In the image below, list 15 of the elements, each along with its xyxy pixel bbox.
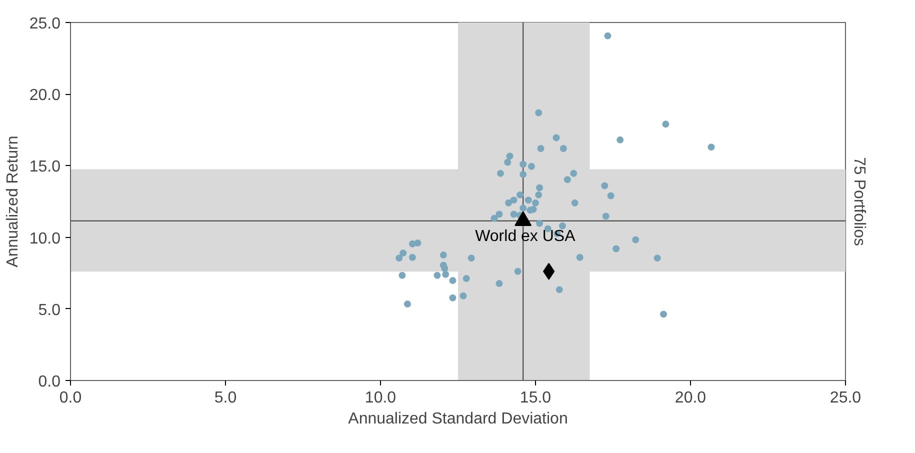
x-tick-label: 20.0 bbox=[674, 390, 706, 406]
x-tick-label: 15.0 bbox=[520, 390, 552, 406]
x-tick-label: 0.0 bbox=[59, 390, 82, 406]
y-tick-label: 5.0 bbox=[38, 302, 61, 319]
x-axis-title: Annualized Standard Deviation bbox=[348, 410, 568, 428]
y-tick-label: 10.0 bbox=[29, 230, 61, 248]
y-tick-label: 20.0 bbox=[29, 87, 61, 104]
x-tick-label: 25.0 bbox=[830, 390, 862, 406]
y-tick-label: 0.0 bbox=[38, 374, 61, 390]
y-tick-label: 15.0 bbox=[29, 158, 61, 176]
x-tick-label: 10.0 bbox=[364, 390, 396, 406]
y-tick-label: 25.0 bbox=[29, 16, 61, 32]
y-axis-title: Annualized Return bbox=[4, 136, 22, 268]
y2-axis-title: 75 Portfolios bbox=[850, 157, 868, 246]
x-tick-label: 5.0 bbox=[214, 390, 237, 406]
